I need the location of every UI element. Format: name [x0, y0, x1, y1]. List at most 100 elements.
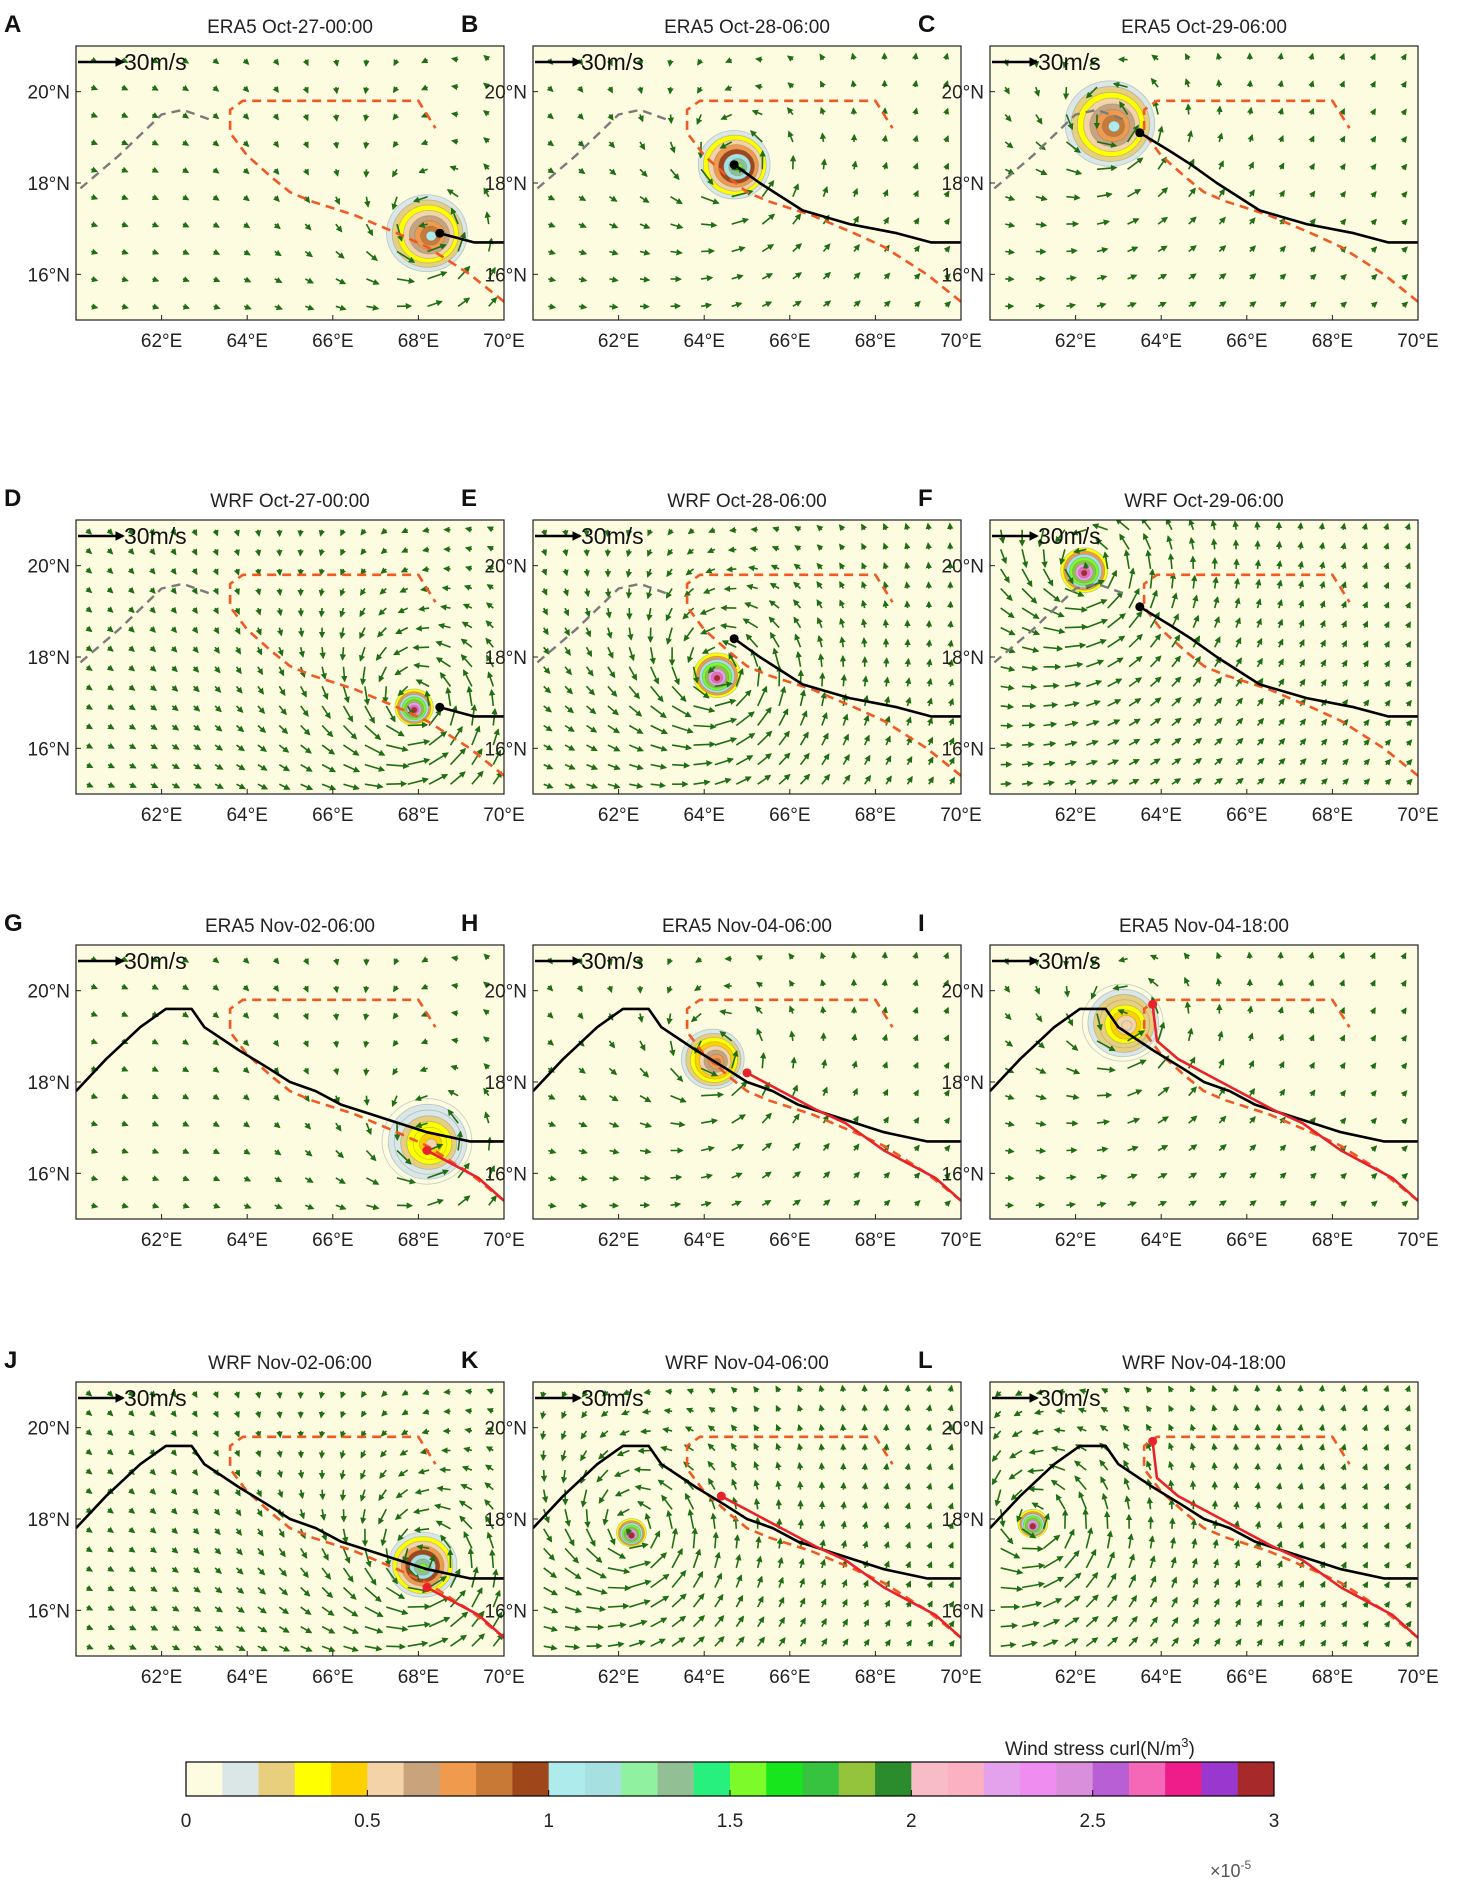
- wind-vector: [1339, 163, 1346, 171]
- x-tick-label: 62°E: [141, 1230, 182, 1251]
- wind-vector: [363, 985, 370, 994]
- panel-letter: C: [918, 11, 935, 38]
- wind-vector: [1022, 760, 1035, 768]
- wind-vector: [242, 194, 250, 202]
- wind-vector: [363, 141, 370, 150]
- wind-vector: [318, 1391, 326, 1399]
- curl-contour: [1121, 1020, 1133, 1031]
- y-tick-label: 18°N: [28, 1073, 70, 1094]
- wind-vector: [1400, 136, 1407, 144]
- x-tick-label: 66°E: [769, 805, 810, 826]
- wind-vector: [761, 301, 773, 308]
- wind-vector: [170, 626, 178, 634]
- wind-vector: [925, 1384, 933, 1392]
- wind-vector: [609, 276, 619, 283]
- wind-vector: [947, 620, 954, 628]
- gray-dashed-track: [533, 108, 667, 194]
- wind-vector: [392, 113, 400, 121]
- wind-vector: [181, 84, 190, 92]
- wind-vector: [608, 168, 617, 176]
- wind-vector: [483, 137, 491, 144]
- wind-vector: [1309, 245, 1317, 253]
- wind-vector: [700, 195, 720, 205]
- wind-vector: [339, 1489, 347, 1502]
- colorbar-tick-label: 2: [906, 1811, 917, 1832]
- wind-vector: [853, 272, 861, 280]
- colorbar-tick-label: 3: [1269, 1811, 1280, 1832]
- colorbar-cell: [1056, 1762, 1094, 1796]
- wind-vector: [540, 1450, 547, 1462]
- wind-vector: [1232, 1423, 1240, 1432]
- panel-title: WRF Nov-04-06:00: [665, 1353, 829, 1374]
- wind-vector: [912, 190, 919, 198]
- wind-vector: [90, 84, 99, 91]
- wind-vector: [151, 139, 159, 146]
- x-tick-label: 62°E: [1055, 1230, 1096, 1251]
- wind-vector: [488, 266, 496, 280]
- wind-vector: [548, 1202, 557, 1209]
- y-tick-label: 16°N: [28, 1601, 70, 1622]
- colorbar-cell: [331, 1762, 368, 1796]
- wind-vector: [913, 272, 921, 280]
- wind-vector: [1043, 682, 1060, 690]
- wind-vector: [1003, 86, 1010, 95]
- wind-vector: [1275, 1482, 1283, 1490]
- wind-vector: [749, 545, 758, 553]
- wind-vector: [1022, 683, 1038, 691]
- wind-vector: [883, 272, 891, 280]
- wind-vector: [797, 1480, 804, 1490]
- wind-vector: [578, 303, 588, 310]
- wind-vector: [1232, 1384, 1240, 1392]
- x-tick-label: 62°E: [1055, 805, 1096, 826]
- panel-letter: F: [918, 485, 933, 512]
- x-tick-label: 64°E: [683, 331, 724, 352]
- colorbar-scale-sup: -5: [1241, 1858, 1252, 1872]
- wind-vector: [943, 245, 951, 253]
- wind-vector: [786, 55, 795, 62]
- wind-vector: [427, 300, 443, 308]
- wind-vector: [606, 59, 613, 67]
- wind-vector: [339, 647, 347, 661]
- wind-vector: [182, 276, 190, 283]
- wind-vector: [1218, 301, 1227, 308]
- wind-vector: [547, 167, 555, 174]
- wind-vector: [319, 647, 326, 660]
- wind-vector: [150, 762, 159, 769]
- track-position-marker: [729, 160, 739, 170]
- panel-letter: J: [4, 1347, 17, 1374]
- wind-vector: [761, 244, 775, 253]
- wind-vector: [214, 685, 222, 693]
- colorbar-label-sup: 3: [1181, 1735, 1188, 1750]
- wind-vector: [1005, 221, 1016, 229]
- colorbar-cell: [584, 1762, 622, 1796]
- wind-vector: [726, 566, 737, 573]
- wind-vector: [152, 276, 160, 283]
- wind-vector: [792, 243, 802, 253]
- wind-vector: [912, 79, 919, 88]
- y-tick-label: 18°N: [485, 648, 527, 669]
- wind-vector: [792, 213, 802, 225]
- wind-vector: [1169, 1517, 1176, 1529]
- wind-vector: [942, 52, 950, 60]
- wind-vector: [1062, 59, 1069, 69]
- wind-vector: [1308, 107, 1315, 115]
- wind-vector: [546, 85, 554, 93]
- y-tick-label: 16°N: [942, 1601, 984, 1622]
- wind-vector: [91, 193, 99, 201]
- wind-vector: [272, 85, 279, 94]
- wind-vector: [212, 194, 220, 201]
- wind-vector: [170, 645, 178, 653]
- panel-title: WRF Oct-27-00:00: [210, 491, 369, 512]
- wind-vector: [148, 567, 156, 575]
- wind-vector: [272, 58, 280, 66]
- wind-vector: [1157, 187, 1169, 198]
- wind-vector: [904, 1404, 911, 1412]
- wind-vector: [913, 300, 921, 308]
- wind-vector: [171, 704, 179, 712]
- wind-vector: [182, 167, 190, 174]
- wind-vector: [1035, 114, 1043, 125]
- wind-vector: [583, 549, 590, 557]
- x-tick-label: 66°E: [312, 1230, 353, 1251]
- wind-vector: [904, 1443, 911, 1451]
- wind-vector: [413, 195, 428, 203]
